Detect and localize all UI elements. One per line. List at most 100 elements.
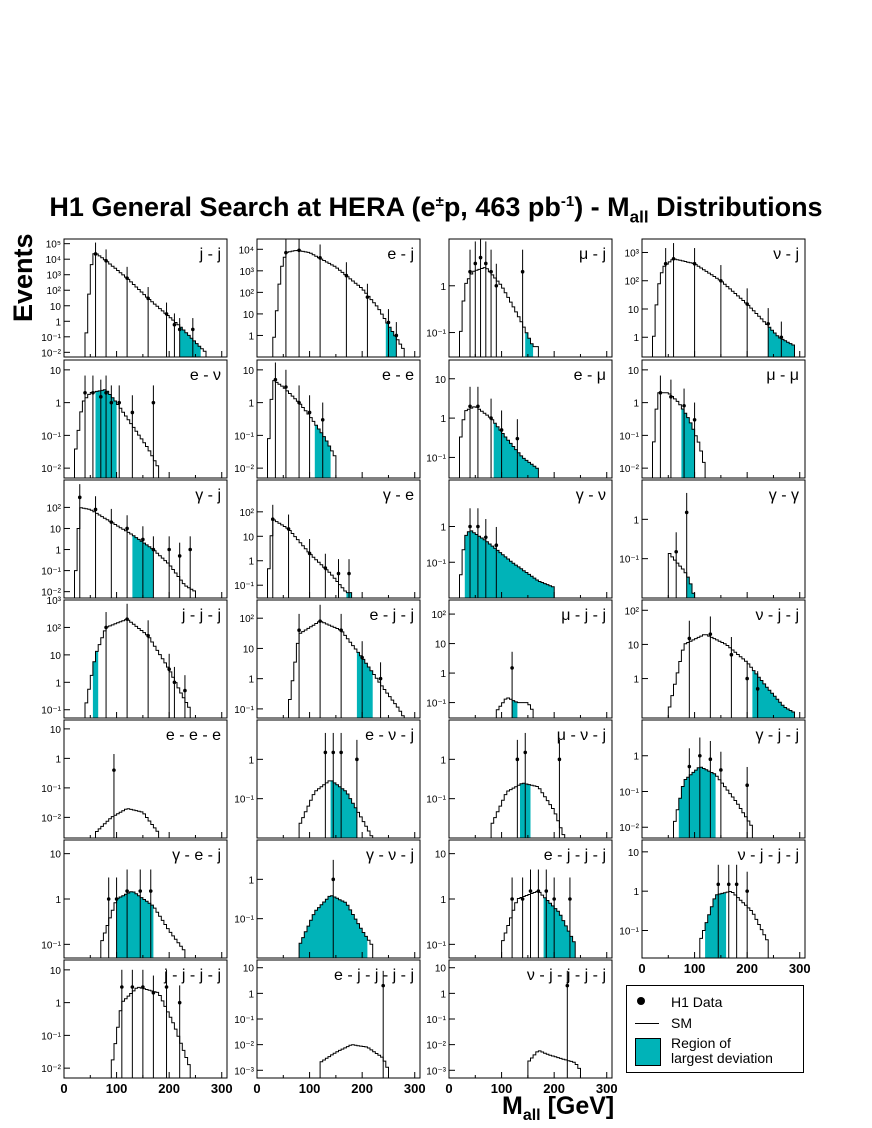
channel-label: μ - j - j [561, 607, 606, 624]
data-point [494, 283, 499, 288]
y-tick-label: 10 [50, 302, 62, 313]
data-point [708, 632, 713, 636]
y-tick-label: 10 [628, 305, 640, 316]
y-tick-label: 1 [633, 333, 639, 344]
y-tick-label: 10 [628, 366, 640, 377]
data-point [284, 250, 288, 255]
data-point [708, 757, 713, 762]
y-tick-label: 1 [248, 399, 254, 410]
y-tick-label: 10 [435, 375, 447, 386]
data-point [484, 535, 488, 540]
panel-frame [63, 959, 228, 1079]
channel-label: ν - j [773, 246, 799, 263]
y-tick-label: 10² [240, 614, 255, 625]
data-point [663, 261, 668, 266]
y-tick-label: 1 [248, 875, 254, 886]
data-point [468, 404, 472, 409]
data-point [473, 261, 478, 266]
panel-11: 1 10⁻¹ γ - ν [426, 479, 613, 599]
channel-label: γ - γ [769, 487, 799, 504]
panel-frame [641, 238, 806, 358]
data-point [489, 416, 493, 420]
panel-10: 10² 10 1 10⁻¹ γ - e [234, 479, 421, 599]
data-point [177, 327, 182, 332]
panel-content [267, 504, 353, 598]
data-point [151, 990, 156, 995]
panel-content [459, 239, 539, 357]
data-point [339, 628, 343, 633]
y-tick-label: 10⁻¹ [41, 567, 61, 578]
region-fill [686, 577, 695, 598]
y-tick-label: 10² [47, 503, 62, 514]
y-tick-label: 1 [248, 331, 254, 342]
y-tick-label: 10⁻³ [234, 1066, 254, 1077]
data-point [684, 510, 689, 515]
y-tick-label: 10⁻¹ [426, 699, 446, 710]
panel-5: 10 1 10⁻¹ 10⁻² e - ν [41, 359, 228, 479]
y-tick-label: 10² [240, 288, 255, 299]
y-tick-label: 10 [243, 964, 255, 975]
sm-histogram [288, 621, 405, 718]
panel-frame [448, 359, 613, 479]
data-point [109, 520, 114, 524]
data-point [671, 256, 676, 261]
x-tick-label: 200 [158, 1081, 180, 1096]
data-point [698, 753, 702, 758]
sm-histogram [74, 389, 160, 478]
data-point [120, 985, 124, 989]
data-point [138, 889, 143, 893]
sm-histogram [319, 1044, 389, 1078]
legend: H1 Data SM Region of largest deviation [626, 985, 804, 1073]
panel-24: 10 1 10⁻¹ ν - j - j - j [619, 839, 806, 959]
data-point [331, 877, 336, 882]
panel-content [84, 603, 191, 718]
y-tick-label: 10⁻¹ [426, 1015, 446, 1026]
sm-histogram [298, 895, 374, 958]
data-point [83, 390, 87, 395]
y-tick-label: 10² [625, 606, 640, 617]
y-tick-label: 10 [50, 651, 62, 662]
data-point [318, 256, 322, 260]
data-point [669, 395, 673, 399]
data-point [91, 390, 95, 395]
legend-data-label: H1 Data [671, 994, 723, 1010]
data-point [191, 327, 195, 332]
data-point [172, 680, 177, 685]
data-point [394, 333, 399, 338]
y-tick-label: 1 [55, 546, 61, 557]
panel-4: 10³ 10² 10 1 ν - j [625, 238, 806, 358]
data-point [151, 547, 156, 552]
data-point [318, 619, 322, 623]
panel-frame [256, 599, 421, 719]
y-tick-label: 10⁻¹ [619, 927, 639, 938]
sm-histogram [459, 267, 539, 357]
y-tick-label: 1 [55, 317, 61, 328]
panel-content [288, 604, 405, 718]
data-point [484, 261, 488, 266]
y-tick-label: 1 [248, 675, 254, 686]
data-point [307, 410, 312, 415]
panel-frame [63, 238, 228, 358]
channel-label: ν - j - j - j - j [527, 967, 606, 984]
sm-histogram [699, 891, 769, 958]
y-tick-label: 1 [248, 989, 254, 1000]
panel-1: 10⁵ 10⁴ 10³ 10² 10 1 10⁻¹ 10⁻² j - j [41, 238, 228, 359]
data-point [381, 983, 385, 988]
y-tick-label: 10² [432, 610, 447, 621]
y-tick-label: 10⁻¹ [619, 555, 639, 566]
panel-23: 10 1 10⁻¹ e - j - j - j [426, 839, 613, 959]
data-point [515, 757, 520, 762]
data-point [734, 882, 739, 887]
panel-content [490, 732, 566, 838]
y-tick-label: 10 [628, 640, 640, 651]
y-tick-label: 1 [55, 399, 61, 410]
data-point [344, 273, 349, 278]
data-point [270, 517, 275, 521]
y-tick-label: 10⁵ [46, 240, 61, 251]
figure-title: H1 General Search at HERA (e±p, 463 pb-1… [49, 192, 823, 227]
x-tick-label: 300 [596, 1081, 618, 1096]
y-tick-label: 10 [50, 366, 62, 377]
data-point [125, 617, 129, 621]
data-point [476, 404, 480, 409]
data-point [104, 390, 108, 395]
